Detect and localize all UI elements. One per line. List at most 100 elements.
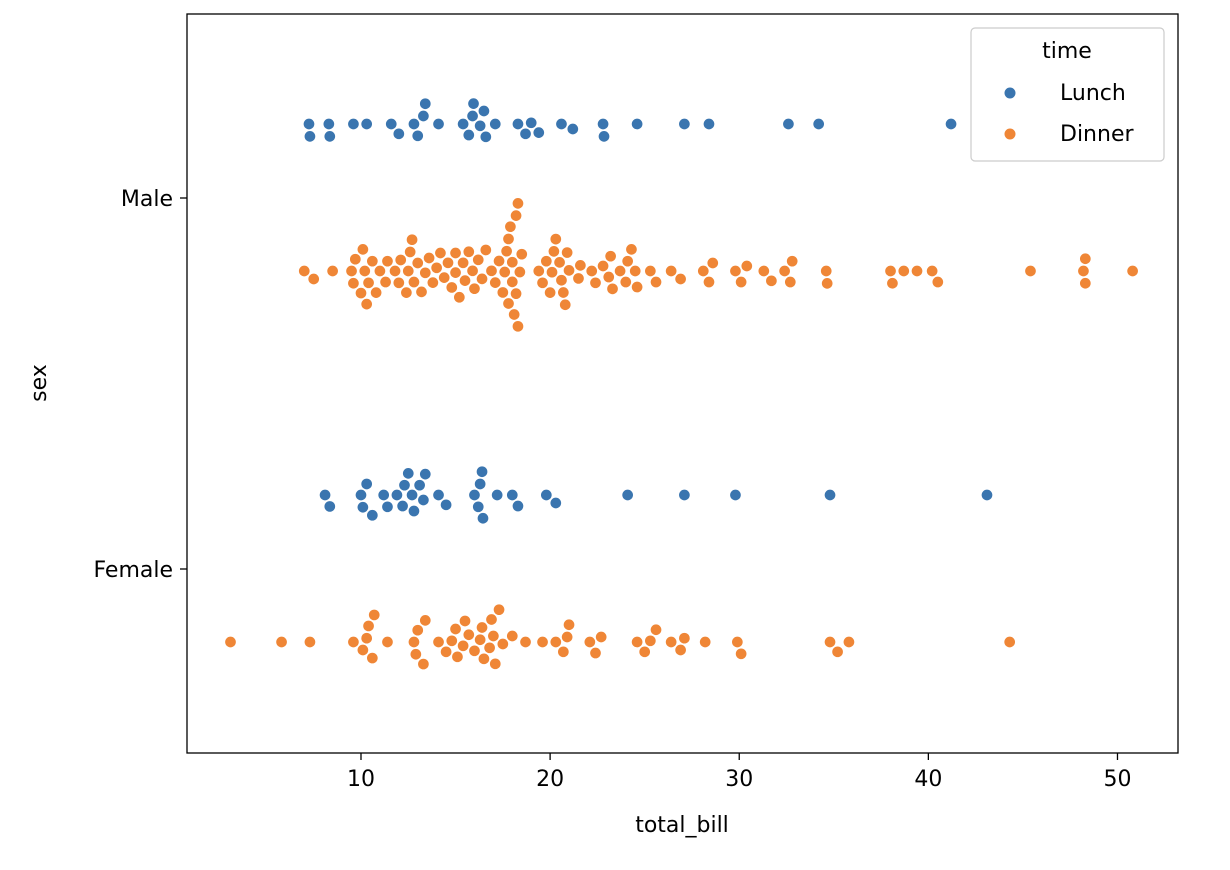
point-lunch-female — [402, 467, 415, 480]
legend: time Lunch Dinner — [970, 27, 1165, 162]
point-dinner-male — [407, 275, 421, 289]
point-lunch-female — [407, 504, 421, 518]
point-dinner-male — [381, 254, 394, 268]
point-lunch-male — [511, 117, 525, 131]
point-dinner-male — [506, 275, 519, 289]
x-tick-label: 30 — [725, 767, 753, 792]
y-tick-label-male: Male — [121, 187, 173, 212]
point-dinner-female — [485, 613, 498, 626]
point-dinner-male — [360, 297, 373, 311]
point-dinner-male — [674, 272, 687, 286]
y-axis-label: sex — [27, 364, 52, 402]
point-dinner-male — [540, 254, 553, 268]
point-dinner-male — [819, 264, 833, 278]
point-dinner-male — [466, 264, 479, 278]
point-lunch-male — [702, 117, 716, 131]
point-dinner-male — [441, 256, 455, 270]
legend-frame — [970, 27, 1165, 162]
legend-marker-dinner — [1003, 127, 1017, 141]
point-dinner-male — [884, 264, 897, 278]
point-dinner-male — [472, 253, 485, 267]
point-dinner-female — [496, 637, 510, 651]
point-lunch-female — [678, 488, 691, 502]
point-dinner-male — [492, 254, 506, 268]
point-lunch-male — [566, 122, 580, 136]
point-lunch-female — [360, 477, 373, 491]
point-dinner-female — [275, 635, 288, 649]
point-dinner-female — [734, 647, 748, 661]
point-dinner-female — [698, 635, 712, 649]
point-dinner-male — [366, 254, 379, 268]
point-dinner-male — [572, 272, 585, 285]
point-dinner-male — [553, 256, 566, 269]
point-lunch-male — [555, 117, 568, 131]
point-dinner-male — [456, 256, 470, 270]
point-dinner-male — [547, 245, 561, 258]
point-lunch-female — [432, 488, 445, 502]
point-lunch-female — [468, 488, 481, 502]
point-dinner-male — [820, 277, 834, 290]
point-dinner-male — [536, 276, 549, 290]
point-lunch-female — [511, 499, 525, 513]
point-dinner-male — [388, 264, 402, 278]
point-dinner-male — [557, 286, 570, 299]
point-dinner-male — [602, 270, 615, 284]
point-lunch-male — [678, 117, 691, 131]
point-dinner-male — [511, 320, 525, 333]
point-dinner-female — [649, 623, 663, 637]
point-lunch-female — [356, 501, 370, 514]
point-dinner-male — [778, 264, 791, 278]
point-dinner-male — [649, 275, 663, 289]
point-dinner-female — [356, 643, 370, 657]
point-dinner-female — [362, 619, 375, 633]
point-dinner-male — [589, 276, 602, 290]
point-dinner-male — [734, 275, 748, 289]
point-dinner-female — [589, 646, 602, 660]
point-dinner-male — [511, 197, 525, 210]
point-dinner-male — [347, 277, 360, 290]
point-dinner-male — [422, 251, 436, 265]
point-dinner-male — [513, 265, 527, 279]
point-dinner-male — [405, 233, 419, 246]
point-lunch-female — [396, 499, 409, 513]
point-dinner-male — [574, 259, 587, 272]
point-dinner-female — [483, 641, 496, 655]
point-dinner-male — [453, 291, 466, 304]
point-dinner-female — [381, 635, 394, 649]
point-dinner-male — [394, 253, 407, 267]
point-dinner-male — [897, 264, 911, 278]
point-dinner-male — [740, 259, 754, 273]
point-dinner-female — [439, 645, 453, 659]
point-dinner-male — [515, 247, 529, 261]
point-dinner-male — [468, 282, 481, 295]
point-dinner-male — [298, 264, 311, 278]
point-dinner-male — [411, 256, 424, 270]
point-dinner-female — [823, 635, 837, 649]
point-dinner-male — [886, 277, 899, 290]
point-dinner-male — [437, 271, 451, 284]
point-dinner-female — [411, 623, 424, 637]
point-dinner-male — [449, 246, 462, 260]
point-dinner-female — [560, 630, 574, 644]
point-dinner-female — [409, 648, 423, 661]
y-tick-label-female: Female — [93, 558, 173, 583]
point-lunch-female — [621, 488, 634, 502]
point-lunch-male — [630, 117, 644, 131]
point-dinner-female — [557, 645, 570, 659]
point-lunch-female — [419, 467, 432, 481]
point-dinner-female — [445, 634, 459, 648]
point-lunch-male — [392, 127, 406, 141]
point-lunch-male — [419, 97, 432, 110]
point-dinner-female — [360, 631, 373, 645]
plot-frame — [186, 13, 1179, 754]
point-dinner-female — [831, 645, 844, 659]
point-lunch-female — [549, 496, 563, 510]
point-dinner-female — [731, 635, 744, 649]
point-dinner-female — [492, 603, 506, 616]
point-lunch-female — [405, 488, 419, 502]
point-dinner-female — [562, 618, 576, 632]
legend-label-dinner: Dinner — [1060, 122, 1134, 147]
point-dinner-male — [664, 264, 678, 278]
point-dinner-female — [451, 650, 464, 664]
